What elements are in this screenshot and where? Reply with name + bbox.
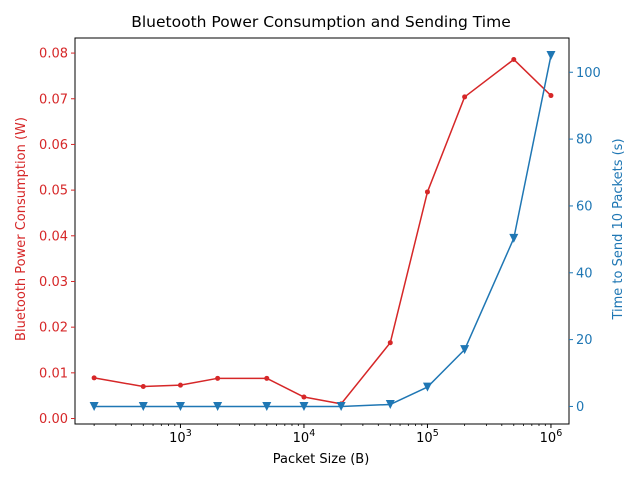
power-data-point	[424, 189, 430, 195]
power-data-point	[177, 382, 183, 388]
time-data-point	[336, 401, 346, 411]
left-y-tick-label: 0.05	[39, 184, 68, 199]
power-series-line	[93, 58, 552, 405]
time-data-point	[546, 51, 556, 61]
time-data-point	[460, 345, 470, 355]
left-y-tick-label: 0.02	[39, 321, 68, 336]
left-y-tick-label: 0.08	[39, 47, 68, 62]
time-data-point	[299, 401, 309, 411]
right-y-tick-label: 40	[576, 266, 593, 281]
left-y-tick-label: 0.06	[39, 138, 68, 153]
x-tick-label: 105	[416, 428, 439, 446]
time-data-point	[89, 401, 99, 411]
time-data-point	[175, 401, 185, 411]
right-y-tick-label: 20	[576, 333, 593, 348]
power-data-point	[511, 56, 517, 62]
left-y-tick-label: 0.03	[39, 275, 68, 290]
time-data-point	[213, 401, 223, 411]
plot-frame	[74, 37, 570, 425]
time-data-point	[262, 401, 272, 411]
chart-title: Bluetooth Power Consumption and Sending …	[131, 13, 511, 31]
right-y-axis-title: Time to Send 10 Packets (s)	[611, 138, 626, 320]
x-tick-label: 103	[169, 428, 192, 446]
left-y-tick-label: 0.04	[39, 229, 68, 244]
right-y-tick-label: 100	[576, 66, 601, 81]
left-y-tick-label: 0.01	[39, 366, 68, 381]
time-data-point	[509, 233, 519, 243]
left-y-tick-label: 0.07	[39, 92, 68, 107]
time-data-point	[138, 401, 148, 411]
x-tick-label: 104	[293, 428, 316, 446]
time-data-point	[385, 399, 395, 409]
power-data-point	[387, 340, 393, 346]
plot-area: 103 104 105 106 0.00 0.01 0.02 0.03 0.04 0.05 0.06…	[39, 37, 601, 446]
power-data-point	[548, 93, 554, 99]
x-tick-label: 106	[540, 428, 563, 446]
left-y-tick-label: 0.00	[39, 412, 68, 427]
power-data-point	[301, 394, 307, 400]
power-data-point	[462, 94, 468, 100]
right-y-tick-label: 80	[576, 133, 593, 148]
time-series-line	[94, 55, 552, 408]
right-y-tick-label: 0	[576, 400, 584, 415]
power-data-point	[91, 375, 97, 381]
power-data-point	[140, 384, 146, 390]
x-axis-title: Packet Size (B)	[273, 452, 370, 467]
left-y-axis-title: Bluetooth Power Consumption (W)	[14, 117, 29, 341]
power-data-point	[264, 375, 270, 381]
time-data-point	[422, 382, 432, 392]
right-y-tick-label: 60	[576, 199, 593, 214]
power-data-point	[215, 375, 221, 381]
